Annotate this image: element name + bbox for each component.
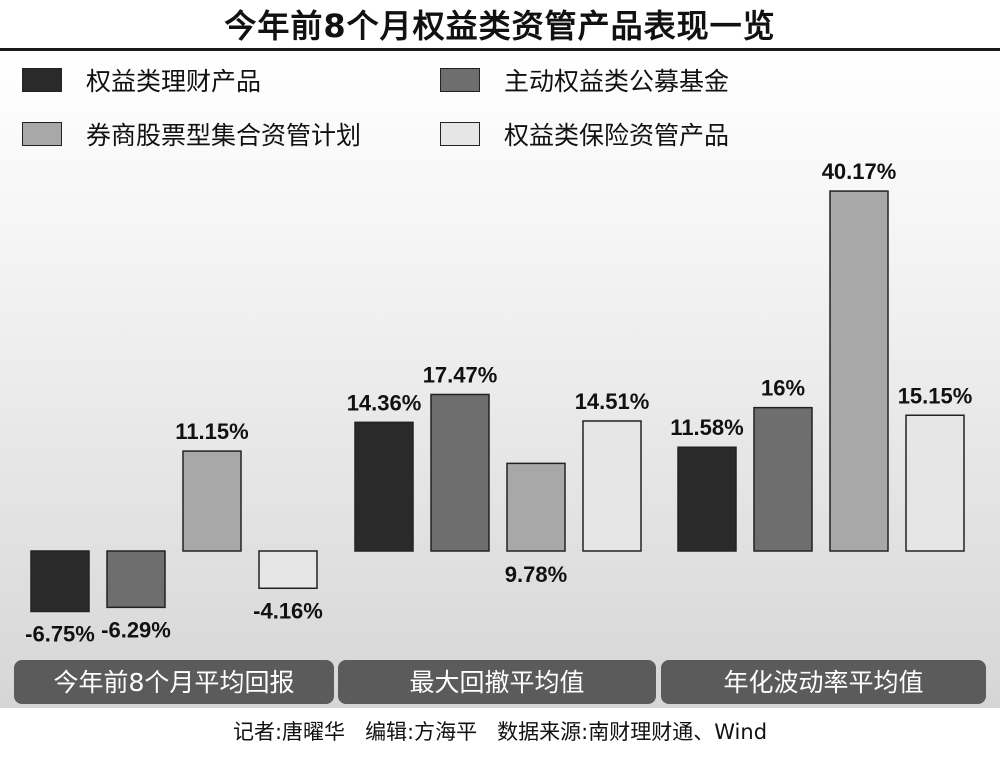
bar-3-2 bbox=[753, 406, 813, 552]
category-band-1 bbox=[14, 660, 334, 704]
data-label-2-3: 9.78% bbox=[505, 562, 567, 587]
data-label-2-2: 17.47% bbox=[423, 362, 498, 387]
legend-item-2: 主动权益类公募基金 bbox=[440, 60, 729, 100]
legend-swatch-1 bbox=[22, 68, 62, 92]
bar-1-1 bbox=[30, 550, 90, 613]
bar-3-1 bbox=[677, 446, 737, 552]
data-label-3-1: 11.58% bbox=[670, 415, 743, 440]
legend-swatch-2 bbox=[440, 68, 480, 92]
bar-chart: -6.75% -6.29% 11.15% -4.16% 今年前8个月平均回报 14.36%… bbox=[14, 159, 986, 704]
data-label-1-3: 11.15% bbox=[175, 419, 248, 444]
data-label-3-4: 15.15% bbox=[898, 383, 973, 408]
legend-label-3: 券商股票型集合资管计划 bbox=[86, 121, 362, 150]
category-label-1: 今年前8个月平均回报 bbox=[54, 668, 295, 697]
category-band-2 bbox=[338, 660, 656, 704]
legend-item-3: 券商股票型集合资管计划 bbox=[22, 114, 361, 154]
data-label-3-2: 16% bbox=[761, 376, 805, 401]
legend-item-4: 权益类保险资管产品 bbox=[440, 114, 729, 154]
category-label-3: 年化波动率平均值 bbox=[723, 668, 923, 697]
credit-source: 数据来源:南财理财通、Wind bbox=[497, 720, 768, 744]
credits-line: 记者:唐曜华 编辑:方海平 数据来源:南财理财通、Wind bbox=[0, 712, 1000, 752]
bar-1-3 bbox=[182, 450, 242, 552]
bar-3-4 bbox=[905, 414, 965, 552]
credit-reporter: 记者:唐曜华 bbox=[232, 720, 346, 744]
data-label-3-3: 40.17% bbox=[822, 159, 897, 184]
category-band-3 bbox=[661, 660, 986, 704]
data-label-1-4: -4.16% bbox=[253, 598, 323, 623]
legend: 权益类理财产品 主动权益类公募基金 券商股票型集合资管计划 权益类保险资管产品 bbox=[0, 52, 1000, 162]
chart-title: 今年前8个月权益类资管产品表现一览 bbox=[224, 7, 776, 45]
legend-item-1: 权益类理财产品 bbox=[22, 60, 261, 100]
legend-label-4: 权益类保险资管产品 bbox=[504, 121, 730, 150]
credit-editor: 编辑:方海平 bbox=[365, 720, 478, 744]
bar-2-3 bbox=[506, 462, 566, 552]
legend-swatch-3 bbox=[22, 122, 62, 146]
bar-2-2 bbox=[430, 393, 490, 552]
bar-2-1 bbox=[354, 421, 414, 552]
category-label-2: 最大回撤平均值 bbox=[409, 668, 584, 697]
legend-swatch-4 bbox=[440, 122, 480, 146]
bar-1-4 bbox=[258, 550, 318, 590]
bar-1-2 bbox=[106, 550, 166, 609]
bar-2-4 bbox=[582, 420, 642, 552]
legend-label-2: 主动权益类公募基金 bbox=[504, 67, 730, 96]
data-label-2-1: 14.36% bbox=[347, 390, 422, 415]
legend-label-1: 权益类理财产品 bbox=[86, 67, 262, 96]
data-label-1-1: -6.75% bbox=[25, 621, 95, 646]
title-bar: 今年前8个月权益类资管产品表现一览 bbox=[0, 0, 1000, 51]
data-label-1-2: -6.29% bbox=[101, 617, 171, 642]
bar-3-3 bbox=[829, 190, 889, 552]
data-label-2-4: 14.51% bbox=[575, 389, 650, 414]
